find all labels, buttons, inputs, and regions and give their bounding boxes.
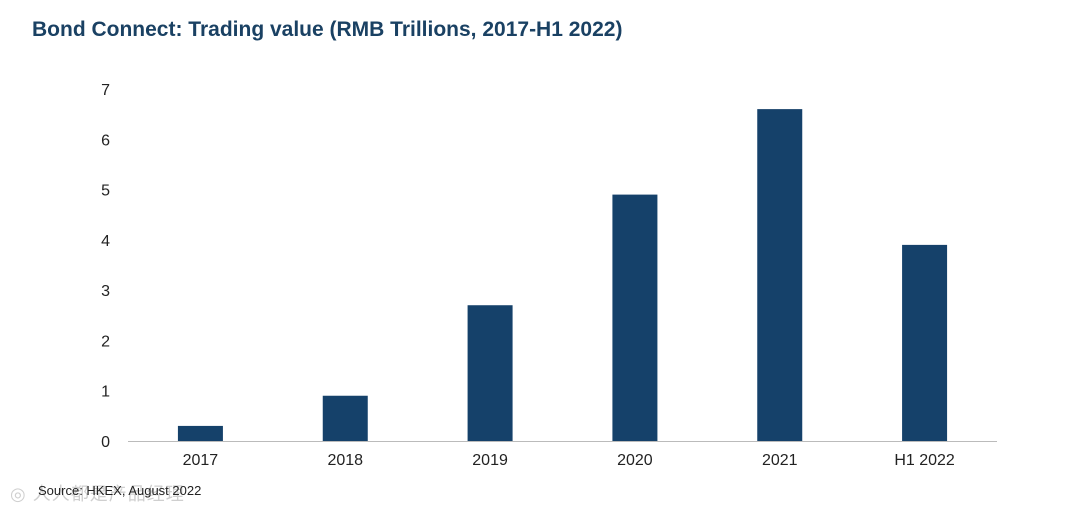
y-tick-label: 7 [101,82,110,99]
watermark-logo: ◎ 人人都是产品经理 [10,484,185,504]
bar-h1-2022 [902,244,948,441]
bars [177,109,948,441]
y-tick-label: 6 [101,132,110,149]
bar-2018 [322,395,368,441]
x-tick-label: 2019 [472,452,508,469]
x-tick-label: 2020 [617,452,653,469]
bar-2021 [757,109,803,441]
bar-2017 [177,425,223,441]
x-tick-label: 2017 [183,452,219,469]
y-tick-label: 5 [101,183,110,200]
y-tick-label: 1 [101,384,110,401]
x-axis-ticks: 2017 2018 2019 2020 2021 H1 2022 [183,452,955,469]
y-tick-label: 0 [101,434,110,451]
x-tick-label: 2021 [762,452,798,469]
y-tick-label: 4 [101,233,110,250]
chart-title: Bond Connect: Trading value (RMB Trillio… [32,18,623,41]
y-tick-label: 2 [101,333,110,350]
source-note: Source: HKEX, August 2022 [38,483,202,498]
y-tick-label: 3 [101,283,110,300]
x-tick-label: 2018 [327,452,363,469]
y-axis-ticks: 0 1 2 3 4 5 6 7 [101,82,110,451]
bar-2019 [467,305,513,441]
bar-2020 [612,194,658,441]
x-tick-label: H1 2022 [894,452,955,469]
